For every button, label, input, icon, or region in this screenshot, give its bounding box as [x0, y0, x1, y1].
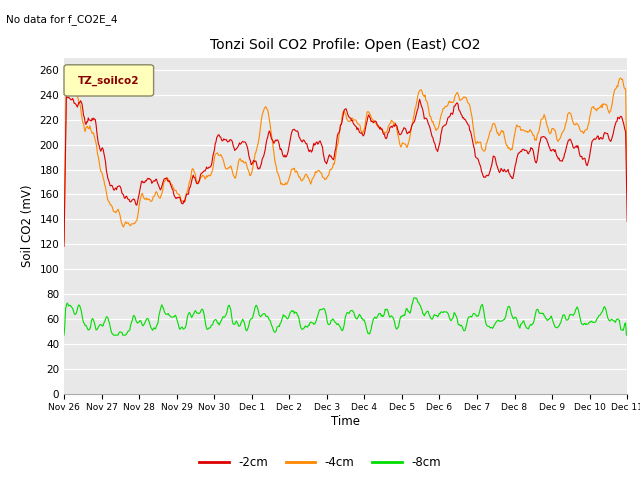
Legend: -2cm, -4cm, -8cm: -2cm, -4cm, -8cm — [195, 452, 445, 474]
Title: Tonzi Soil CO2 Profile: Open (East) CO2: Tonzi Soil CO2 Profile: Open (East) CO2 — [211, 38, 481, 52]
Text: TZ_soilco2: TZ_soilco2 — [78, 75, 140, 85]
Text: No data for f_CO2E_4: No data for f_CO2E_4 — [6, 14, 118, 25]
X-axis label: Time: Time — [331, 415, 360, 428]
Y-axis label: Soil CO2 (mV): Soil CO2 (mV) — [21, 184, 34, 267]
